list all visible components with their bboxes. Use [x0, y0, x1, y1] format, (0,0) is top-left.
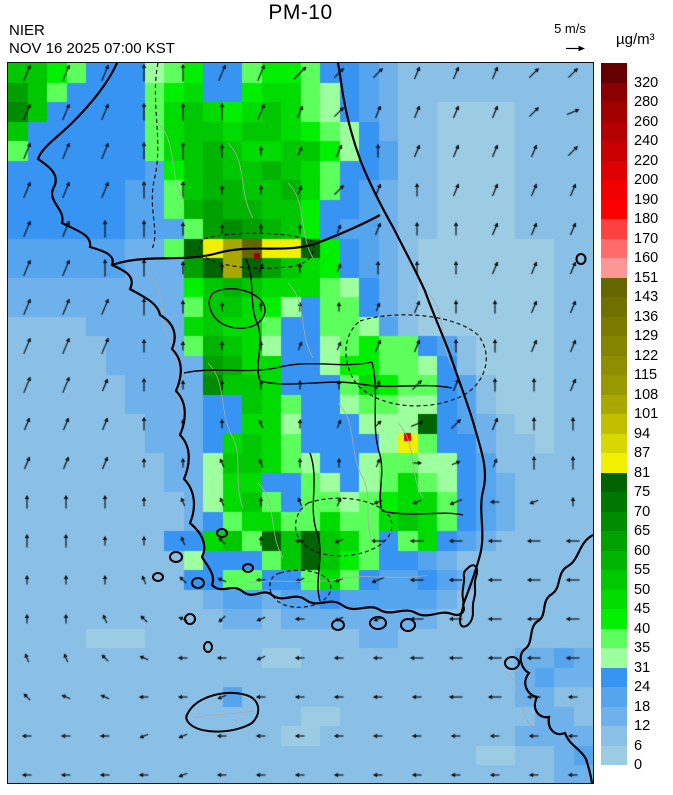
pm10-concentration-map [7, 62, 594, 784]
legend-color-segment [601, 433, 627, 453]
pm10-map-canvas [8, 63, 593, 783]
legend-color-segment [601, 648, 627, 668]
legend-tick-label: 320 [634, 74, 659, 91]
legend-color-segment [601, 141, 627, 161]
legend-tick-label: 81 [634, 464, 651, 481]
legend-tick-label: 18 [634, 698, 651, 715]
legend-color-segment [601, 687, 627, 707]
legend-tick-label: 45 [634, 601, 651, 617]
legend-tick-label: 122 [634, 347, 659, 364]
legend-tick-label: 136 [634, 308, 659, 325]
legend-color-segment [601, 453, 627, 473]
legend-tick-label: 40 [634, 620, 651, 637]
legend-color-segment [601, 375, 627, 395]
legend-color-segment [601, 121, 627, 141]
legend-color-segment [601, 472, 627, 492]
legend-tick-label: 101 [634, 406, 659, 422]
legend-color-segment [601, 726, 627, 746]
legend-color-segment [601, 628, 627, 648]
legend-tick-label: 55 [634, 562, 651, 578]
legend-color-segment [601, 511, 627, 531]
legend-tick-label: 129 [634, 328, 659, 344]
legend-color-segment [601, 160, 627, 180]
legend-tick-label: 0 [634, 757, 643, 773]
legend-color-segment [601, 589, 627, 609]
legend-tick-label: 75 [634, 484, 651, 500]
legend-tick-label: 180 [634, 211, 659, 227]
legend-color-segment [601, 258, 627, 278]
legend-color-segment [601, 63, 627, 83]
legend-color-segment [601, 355, 627, 375]
legend-tick-label: 6 [634, 737, 643, 754]
wind-reference-arrow-icon [564, 40, 586, 58]
wind-reference-label: 5 m/s [554, 21, 586, 36]
legend-color-segment [601, 609, 627, 629]
legend-tick-label: 190 [634, 191, 659, 208]
legend-tick-label: 94 [634, 425, 651, 442]
agency-label: NIER [9, 22, 45, 39]
legend-tick-label: 151 [634, 269, 659, 286]
legend-color-segment [601, 102, 627, 122]
legend-tick-label: 87 [634, 445, 651, 461]
legend-tick-label: 115 [634, 367, 658, 383]
legend-tick-label: 220 [634, 152, 659, 169]
legend-tick-label: 50 [634, 581, 651, 598]
legend-color-segment [601, 277, 627, 297]
legend-color-segment [601, 180, 627, 200]
legend-color-segment [601, 745, 627, 765]
legend-color-segment [601, 82, 627, 102]
legend-color-segment [601, 570, 627, 590]
legend-tick-label: 260 [634, 113, 659, 130]
legend-tick-label: 160 [634, 250, 659, 266]
legend-color-segment [601, 706, 627, 726]
legend-tick-label: 24 [634, 679, 651, 695]
legend-color-segment [601, 394, 627, 414]
legend-tick-label: 170 [634, 230, 659, 247]
legend-color-segment [601, 414, 627, 434]
legend-color-segment [601, 238, 627, 258]
legend-tick-label: 31 [634, 659, 651, 676]
legend-tick-label: 35 [634, 640, 651, 656]
legend-color-segment [601, 219, 627, 239]
timestamp-label: NOV 16 2025 07:00 KST [9, 40, 175, 57]
legend-tick-label: 65 [634, 523, 651, 539]
legend-tick-label: 60 [634, 542, 651, 559]
legend-tick-label: 12 [634, 718, 651, 734]
legend-color-segment [601, 531, 627, 551]
legend-tick-label: 280 [634, 94, 659, 110]
legend-color-segment [601, 336, 627, 356]
legend-tick-label: 240 [634, 133, 659, 149]
legend-tick-label: 70 [634, 503, 651, 520]
legend-color-segment [601, 667, 627, 687]
page-title: PM-10 [268, 1, 333, 24]
legend-tick-label: 143 [634, 289, 659, 305]
color-scale-labels: 320 280 260 240 220 200 190 180 170 160 151 143 136 1… [634, 63, 673, 783]
legend-color-segment [601, 316, 627, 336]
legend-color-segment [601, 297, 627, 317]
units-label: µg/m³ [616, 31, 655, 48]
legend-color-segment [601, 492, 627, 512]
legend-tick-label: 200 [634, 172, 659, 188]
legend-color-segment [601, 199, 627, 219]
legend-color-segment [601, 550, 627, 570]
color-scale-bar [601, 63, 627, 765]
legend-tick-label: 108 [634, 386, 659, 403]
